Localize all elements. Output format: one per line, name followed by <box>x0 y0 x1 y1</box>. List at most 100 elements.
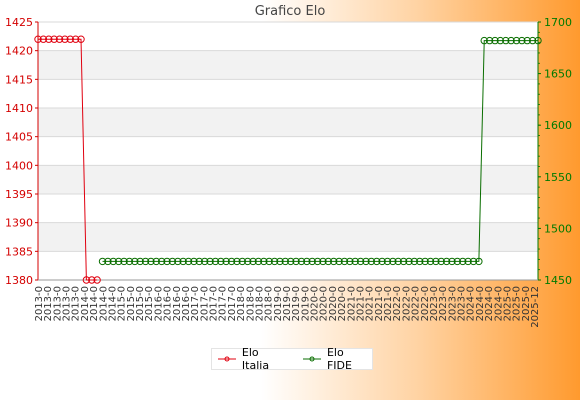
plot-band <box>38 222 538 252</box>
x-tick-label: 2020-0 <box>310 286 321 321</box>
x-tick-label: 2018-0 <box>245 286 256 321</box>
series-point-1 <box>432 257 440 266</box>
x-tick-label: 2017-0 <box>218 286 229 321</box>
series-point-1 <box>238 257 247 266</box>
x-tick-label: 2024-0 <box>484 286 495 321</box>
series-point-1 <box>243 257 252 266</box>
series-point-1 <box>426 257 435 266</box>
x-tick-label: 2022-0 <box>401 286 412 321</box>
legend-label-elo-italia: Elo Italia <box>241 346 270 372</box>
x-tick-label: 2019-0 <box>273 286 284 321</box>
series-point-1 <box>303 257 311 266</box>
x-tick-label: 2017-0 <box>190 286 201 321</box>
series-point-1 <box>217 257 225 266</box>
x-tick-label: 2014-0 <box>107 286 118 321</box>
series-point-1 <box>329 257 338 266</box>
x-tick-label: 2017-0 <box>209 286 220 321</box>
series-point-0 <box>45 35 53 43</box>
series-point-0 <box>66 35 74 43</box>
series-point-0 <box>50 35 58 43</box>
series-point-1 <box>260 257 268 266</box>
x-tick-label: 2023-0 <box>429 286 440 321</box>
series-point-1 <box>222 257 230 266</box>
series-line-1 <box>102 40 538 262</box>
series-point-1 <box>528 36 537 45</box>
series-point-1 <box>534 36 542 45</box>
series-point-1 <box>125 257 134 266</box>
x-tick-label: 2017-0 <box>199 286 210 321</box>
x-tick-label: 2020-0 <box>337 286 348 321</box>
x-tick-label: 2019-0 <box>300 286 311 321</box>
series-point-0 <box>55 35 64 43</box>
series-line-0 <box>38 38 98 281</box>
plot-band <box>38 22 538 51</box>
x-tick-label: 2024-0 <box>466 286 477 321</box>
right-tick-label: 1600 <box>544 119 572 132</box>
series-point-1 <box>109 257 117 266</box>
x-tick-label: 2016-0 <box>181 286 192 321</box>
series-point-1 <box>491 36 499 45</box>
series-point-1 <box>373 257 381 266</box>
x-tick-label: 2022-0 <box>392 286 403 321</box>
series-point-1 <box>502 36 510 45</box>
series-point-1 <box>383 257 392 266</box>
series-point-1 <box>152 257 160 266</box>
x-tick-label: 2013-0 <box>34 286 45 321</box>
series-point-1 <box>437 257 445 266</box>
x-tick-label: 2024-0 <box>475 286 486 321</box>
x-tick-label: 2014-0 <box>80 286 91 321</box>
x-tick-label: 2020-0 <box>328 286 339 321</box>
x-tick-label: 2025-12 <box>530 286 541 328</box>
x-tick-label: 2016-0 <box>163 286 174 321</box>
x-tick-label: 2019-0 <box>291 286 302 321</box>
series-point-1 <box>147 257 155 266</box>
series-point-1 <box>362 257 370 266</box>
left-tick-label: 1395 <box>5 188 33 201</box>
series-point-1 <box>227 257 236 266</box>
right-tick-label: 1500 <box>544 222 572 235</box>
series-point-1 <box>367 257 376 266</box>
x-tick-label: 2023-0 <box>447 286 458 321</box>
plot-band <box>38 165 538 194</box>
series-point-1 <box>174 257 182 266</box>
series-point-1 <box>421 257 429 266</box>
series-point-1 <box>292 257 300 266</box>
series-point-0 <box>61 35 69 43</box>
x-tick-label: 2021-0 <box>365 286 376 321</box>
x-tick-label: 2016-0 <box>153 286 164 321</box>
legend-label-elo-fide: Elo FIDE <box>326 346 352 372</box>
series-point-1 <box>157 257 166 266</box>
legend-item-elo-italia: Elo Italia <box>218 346 289 372</box>
series-point-1 <box>523 36 531 45</box>
x-tick-label: 2021-0 <box>355 286 366 321</box>
series-point-1 <box>308 257 316 266</box>
series-point-0 <box>39 35 48 43</box>
series-point-1 <box>184 257 193 266</box>
series-point-1 <box>405 257 413 266</box>
right-tick-label: 1450 <box>544 274 572 287</box>
series-point-1 <box>410 257 419 266</box>
chart-legend: Elo Italia Elo FIDE <box>211 346 373 372</box>
series-point-0 <box>88 276 96 284</box>
legend-item-elo-fide: Elo FIDE <box>303 346 372 372</box>
x-tick-label: 2025-0 <box>502 286 513 321</box>
x-tick-label: 2021-0 <box>383 286 394 321</box>
x-tick-label: 2013-0 <box>52 286 63 321</box>
series-point-1 <box>394 257 402 266</box>
series-point-1 <box>313 257 322 266</box>
legend-marker-elo-italia <box>218 356 236 362</box>
series-point-0 <box>93 276 101 284</box>
series-point-1 <box>276 257 284 266</box>
series-point-0 <box>77 35 85 43</box>
series-point-1 <box>286 257 295 266</box>
series-point-1 <box>335 257 343 266</box>
x-tick-label: 2014-0 <box>89 286 100 321</box>
left-tick-label: 1400 <box>5 159 33 172</box>
series-point-1 <box>168 257 177 266</box>
series-point-1 <box>340 257 349 266</box>
series-point-1 <box>356 257 365 266</box>
right-tick-label: 1650 <box>544 68 572 81</box>
series-point-1 <box>319 257 327 266</box>
left-tick-label: 1385 <box>5 245 33 258</box>
